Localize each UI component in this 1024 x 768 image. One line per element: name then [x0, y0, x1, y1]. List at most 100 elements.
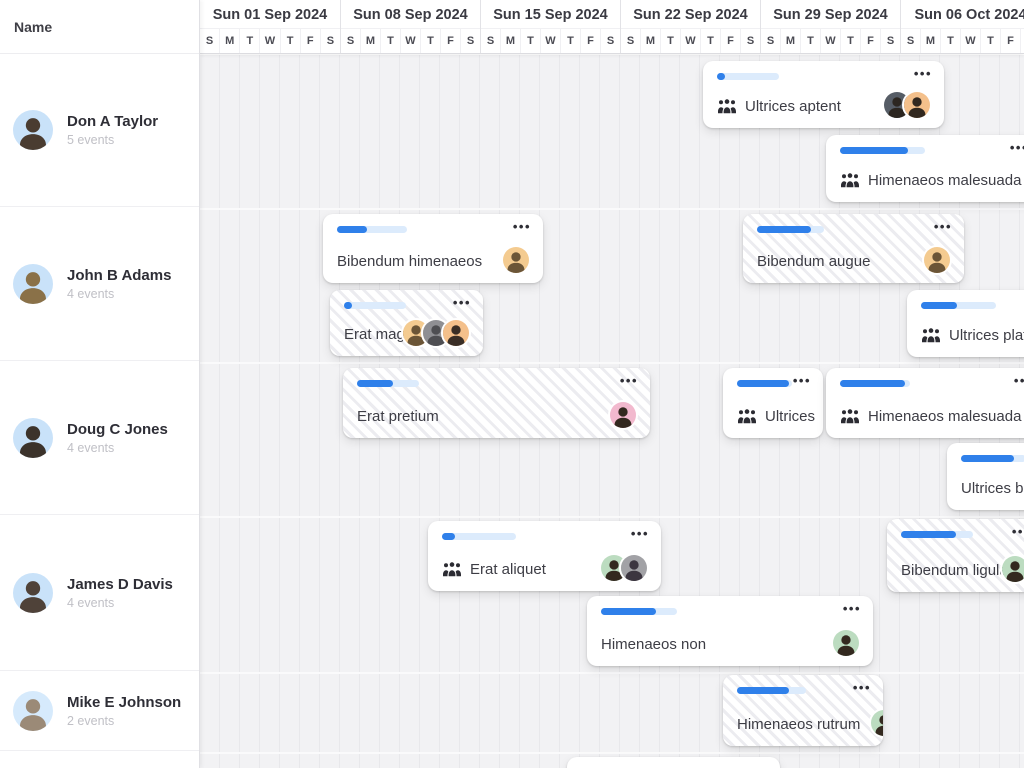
week-label: Sun 15 Sep 2024	[481, 0, 620, 29]
event-card[interactable]: •••Ultrices bibendum	[947, 443, 1024, 510]
avatar	[501, 245, 531, 275]
resource-row: John B Adams 4 events	[0, 207, 199, 361]
day-letter-cell: S	[600, 29, 620, 53]
day-letter-cell: S	[766, 35, 775, 47]
schedule-grid[interactable]: ••• Ultrices aptent ••• Himenaeos malesuada…	[200, 55, 1024, 768]
event-menu-icon[interactable]: •••	[933, 219, 952, 234]
event-card[interactable]: ••• Himenaeos malesuada	[826, 368, 1024, 438]
event-menu-icon[interactable]: •••	[913, 66, 932, 81]
day-letter-cell: T	[279, 29, 300, 53]
event-title: Ultrices	[765, 408, 816, 425]
event-menu-icon[interactable]: •••	[619, 373, 638, 388]
event-card[interactable]: ••• Erat pretium	[343, 368, 650, 438]
day-letter-cell: S	[460, 29, 480, 53]
event-title: Himenaeos malesuada	[868, 172, 1022, 189]
day-letter-cell: W	[540, 29, 560, 53]
progress-bar	[442, 533, 516, 540]
progress-fill	[737, 687, 789, 694]
event-card[interactable]: ••• Himenaeos non	[587, 596, 873, 666]
day-letter-cell: F	[299, 29, 320, 53]
resource-info: John B Adams 4 events	[67, 267, 171, 301]
avatar	[831, 628, 861, 658]
avatar	[902, 90, 932, 120]
event-title-row: Ultrices platea	[921, 327, 1024, 344]
progress-fill	[961, 455, 1015, 462]
progress-fill	[357, 380, 393, 387]
day-letter-cell: F	[720, 29, 740, 53]
progress-bar	[737, 380, 792, 387]
day-letter-cell: S	[205, 35, 214, 47]
resource-info: Doug C Jones 4 events	[67, 421, 168, 455]
progress-bar	[921, 302, 996, 309]
event-menu-icon[interactable]: •••	[512, 219, 531, 234]
progress-fill	[757, 226, 811, 233]
event-menu-icon[interactable]: •••	[630, 526, 649, 541]
progress-bar	[601, 608, 677, 615]
event-title-row: Ultrices bibendum	[961, 480, 1024, 497]
avatar-stack	[1000, 554, 1024, 584]
day-letter-cell: W	[960, 29, 980, 53]
group-icon	[442, 562, 462, 577]
progress-fill	[901, 531, 957, 538]
progress-fill	[921, 302, 957, 309]
event-card[interactable]	[567, 757, 780, 768]
event-title-row: Ultrices aptent	[717, 98, 940, 115]
avatar-stack	[501, 245, 531, 275]
event-menu-icon[interactable]: •••	[452, 295, 471, 310]
day-letter-cell: M	[780, 29, 800, 53]
day-letter-cell: W	[259, 29, 279, 53]
event-menu-icon[interactable]: •••	[852, 680, 871, 695]
event-menu-icon[interactable]: •••	[792, 373, 811, 388]
event-card[interactable]: •••Ultrices platea	[907, 290, 1024, 357]
avatar-stack	[608, 400, 638, 430]
resource-event-count: 5 events	[67, 133, 115, 147]
event-card[interactable]: ••• Bibendum ligula	[887, 519, 1024, 592]
day-letter-cell: F	[860, 29, 880, 53]
week-header-cell: Sun 29 Sep 2024 S M T W T F S	[760, 0, 900, 53]
avatar-stack	[869, 708, 883, 738]
event-menu-icon[interactable]: •••	[1009, 140, 1024, 155]
day-letter-cell: M	[640, 29, 660, 53]
group-icon	[921, 328, 941, 343]
avatar-stack	[922, 245, 952, 275]
event-card[interactable]: ••• Himenaeos malesuada	[826, 135, 1024, 202]
progress-fill	[344, 302, 353, 309]
event-title: Himenaeos rutrum	[737, 716, 861, 733]
event-card[interactable]: ••• Ultrices	[723, 368, 823, 438]
progress-bar	[717, 73, 779, 80]
week-header-cell: Sun 22 Sep 2024 S M T W T F S	[620, 0, 760, 53]
resource-row: Don A Taylor 5 events	[0, 54, 199, 207]
event-title: Ultrices bibendum	[961, 480, 1024, 497]
event-menu-icon[interactable]: •••	[1011, 524, 1024, 539]
week-header-cell: Sun 15 Sep 2024 S M T W T F S	[480, 0, 620, 53]
event-title-row: Ultrices	[737, 408, 819, 425]
week-header-cell: Sun 08 Sep 2024 S M T W T F S	[340, 0, 480, 53]
resource-row: Doug C Jones 4 events	[0, 361, 199, 515]
event-card[interactable]: ••• Ultrices aptent	[703, 61, 944, 128]
event-card[interactable]: ••• Erat magna	[330, 290, 483, 356]
event-card[interactable]: ••• Himenaeos rutrum	[723, 675, 883, 746]
progress-bar	[757, 226, 824, 233]
day-letter-cell: T	[660, 29, 680, 53]
day-letter-cell: S	[486, 35, 495, 47]
day-letter-cell: T	[420, 29, 440, 53]
day-letter-cell: T	[239, 29, 259, 53]
event-menu-icon[interactable]: •••	[842, 601, 861, 616]
event-title: Ultrices aptent	[745, 98, 841, 115]
row-divider	[200, 752, 1024, 754]
event-card[interactable]: ••• Erat aliquet	[428, 521, 661, 591]
event-title-row: Bibendum ligula	[901, 562, 1024, 579]
progress-bar	[840, 147, 925, 154]
event-card[interactable]: ••• Bibendum himenaeos	[323, 214, 543, 283]
progress-bar	[344, 302, 406, 309]
resource-avatar	[13, 110, 53, 150]
name-column-header: Name	[0, 0, 199, 54]
day-letter-cell: S	[740, 29, 760, 53]
day-letter-cell: T	[560, 29, 580, 53]
day-letter-cell: M	[360, 29, 380, 53]
event-card[interactable]: ••• Bibendum augue	[743, 214, 964, 283]
event-menu-icon[interactable]: •••	[1013, 373, 1024, 388]
